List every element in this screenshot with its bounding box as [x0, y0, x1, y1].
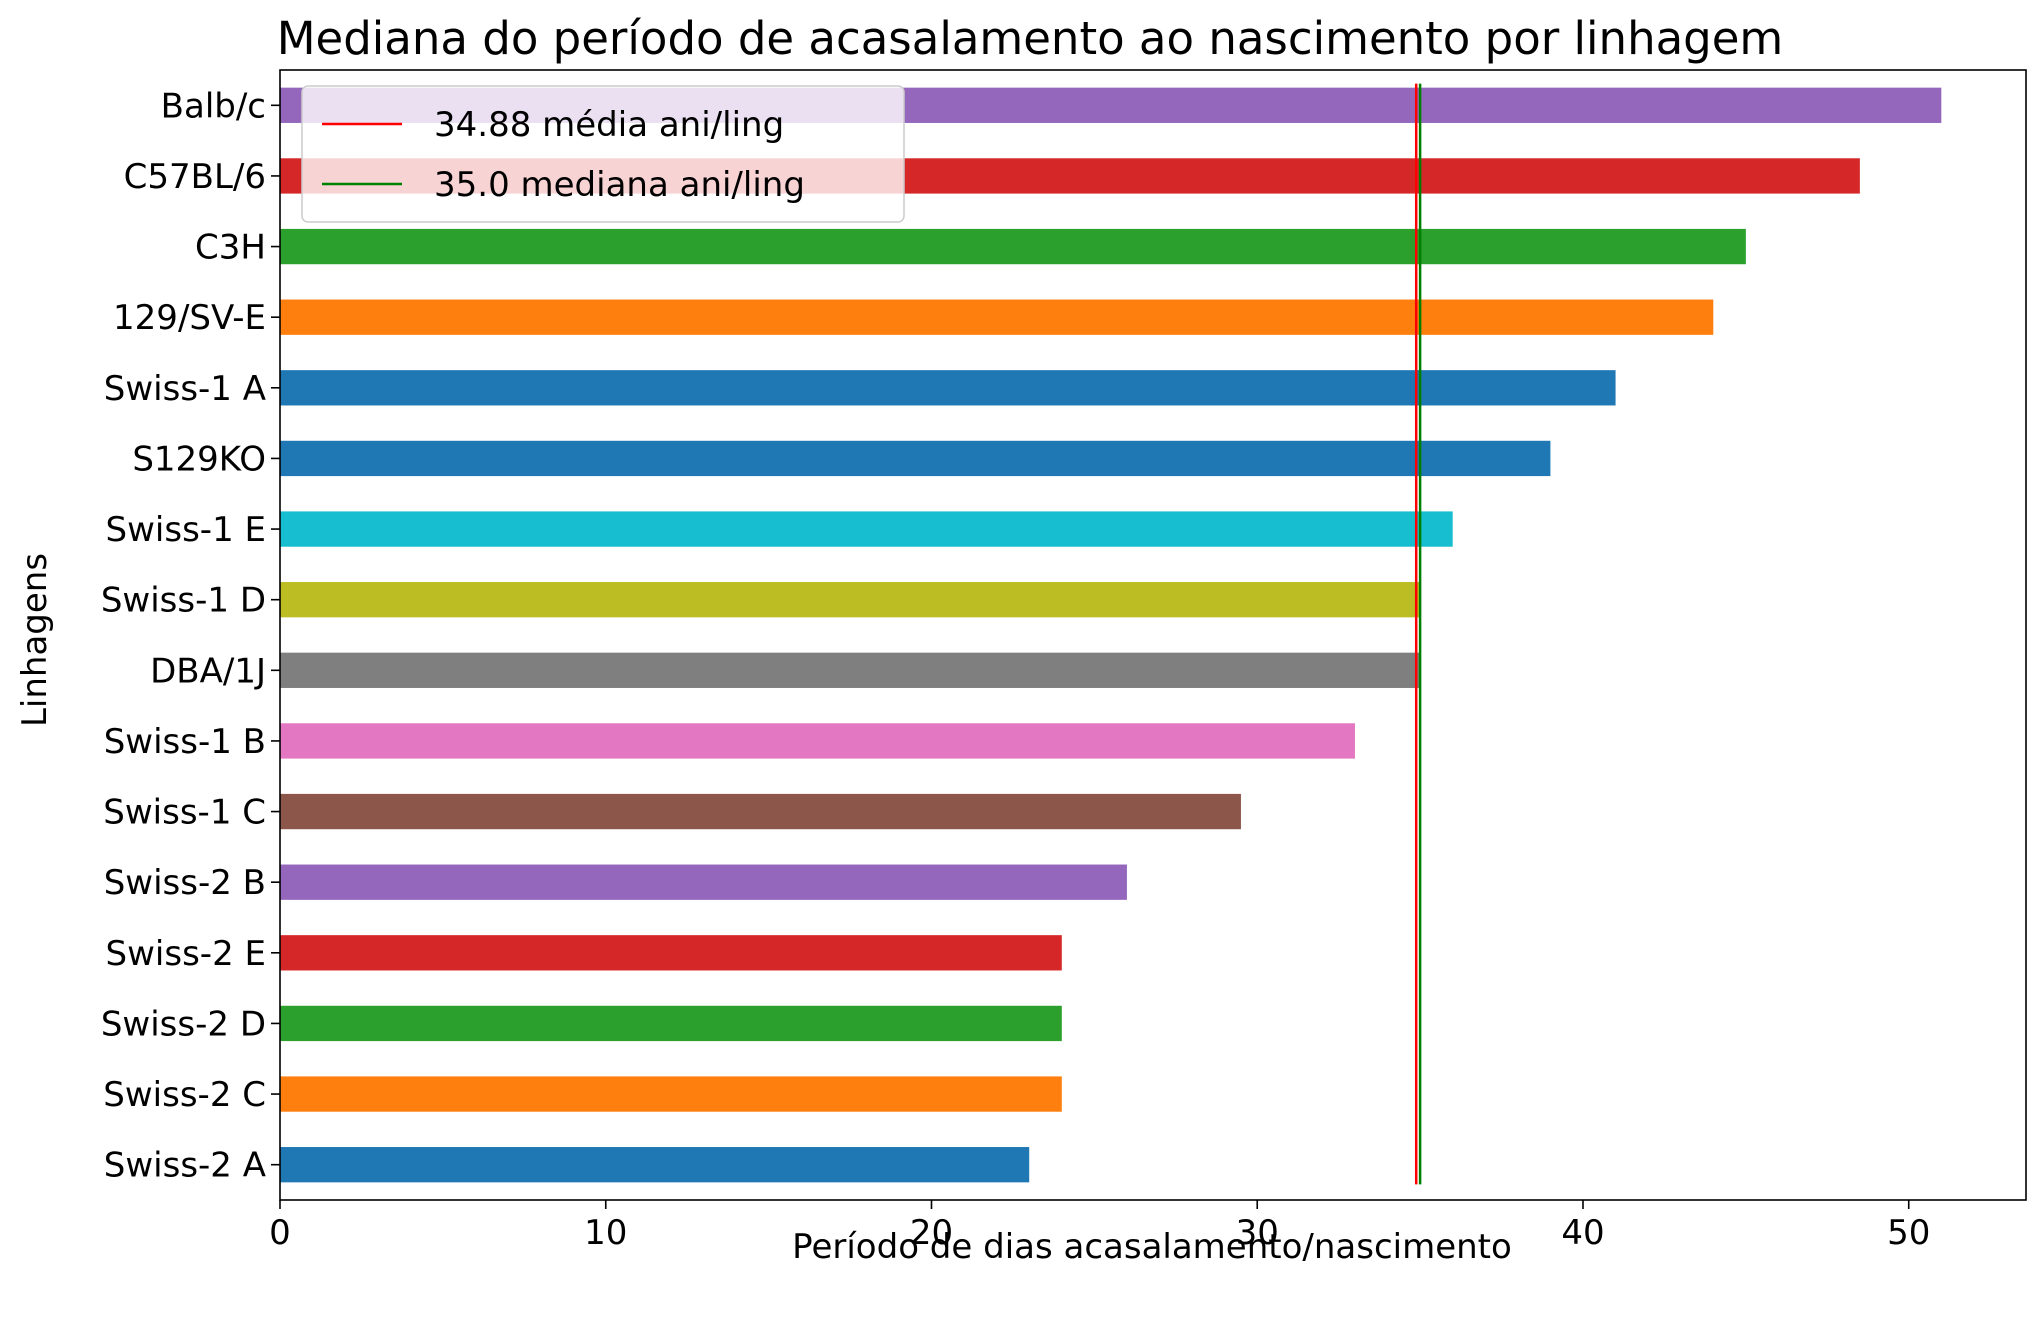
bar-swiss-1-d: [280, 582, 1421, 618]
bar-swiss-2-a: [280, 1147, 1030, 1183]
legend-box: [301, 85, 905, 223]
y-tick-label: Swiss-2 D: [101, 1004, 266, 1044]
legend-label: 34.88 média ani/ling: [434, 105, 784, 145]
x-tick-label: 10: [584, 1213, 627, 1253]
y-tick-label: S129KO: [132, 439, 266, 479]
y-ticks-group: Balb/c C57BL/6 C3H 129/SV-E Swiss-1 A S129KO S…: [101, 86, 280, 1186]
legend-label: 35.0 mediana ani/ling: [434, 165, 805, 205]
chart-title: Mediana do período de acasalamento ao na…: [277, 12, 1784, 65]
x-axis-label: Período de dias acasalamento/nascimento: [792, 1227, 1512, 1267]
bar-c3h: [280, 228, 1746, 265]
x-tick-label: 50: [1887, 1213, 1930, 1253]
y-tick-label: Swiss-1 A: [104, 369, 266, 409]
bar-swiss-1-c: [280, 793, 1241, 830]
legend: 34.88 média ani/ling 35.0 mediana ani/lin…: [301, 85, 905, 223]
x-tick-label: 40: [1561, 1213, 1604, 1253]
bar-swiss-2-c: [280, 1076, 1062, 1112]
y-tick-label: 129/SV-E: [113, 298, 266, 338]
x-tick-label: 0: [269, 1213, 291, 1253]
bar-swiss-2-d: [280, 1005, 1062, 1042]
y-tick-label: C57BL/6: [124, 157, 266, 197]
y-tick-label: Swiss-2 E: [106, 934, 266, 974]
axes-group: [279, 69, 2027, 1201]
bar-swiss-1-a: [280, 370, 1616, 406]
plot-frame: [279, 69, 2027, 1201]
bar-dba-1j: [280, 652, 1421, 688]
bar-swiss-2-b: [280, 864, 1127, 900]
y-axis-label: Linhagens: [15, 553, 55, 727]
y-tick-label: C3H: [195, 228, 266, 268]
bar-s129ko: [280, 440, 1551, 477]
bars-group: [280, 87, 1942, 1183]
y-tick-label: Swiss-1 D: [101, 581, 266, 621]
y-tick-label: Balb/c: [161, 86, 266, 126]
y-tick-label: Swiss-1 B: [104, 722, 266, 762]
bar-swiss-1-e: [280, 511, 1453, 547]
reference-lines-group: [1414, 83, 1422, 1185]
y-tick-label: Swiss-1 E: [106, 510, 266, 550]
bar-129-sv-e: [280, 299, 1714, 335]
y-tick-label: Swiss-2 A: [104, 1146, 266, 1186]
y-tick-label: Swiss-2 B: [104, 863, 266, 903]
bar-swiss-2-e: [280, 935, 1062, 971]
x-tick-label: 20: [910, 1213, 953, 1253]
y-tick-label: Swiss-1 C: [103, 793, 266, 833]
y-tick-label: DBA/1J: [150, 651, 266, 691]
bar-swiss-1-b: [280, 723, 1355, 759]
y-tick-label: Swiss-2 C: [103, 1075, 266, 1115]
x-tick-label: 30: [1236, 1213, 1279, 1253]
x-ticks-group: 0 10 20 30 40 50: [269, 1200, 1930, 1253]
